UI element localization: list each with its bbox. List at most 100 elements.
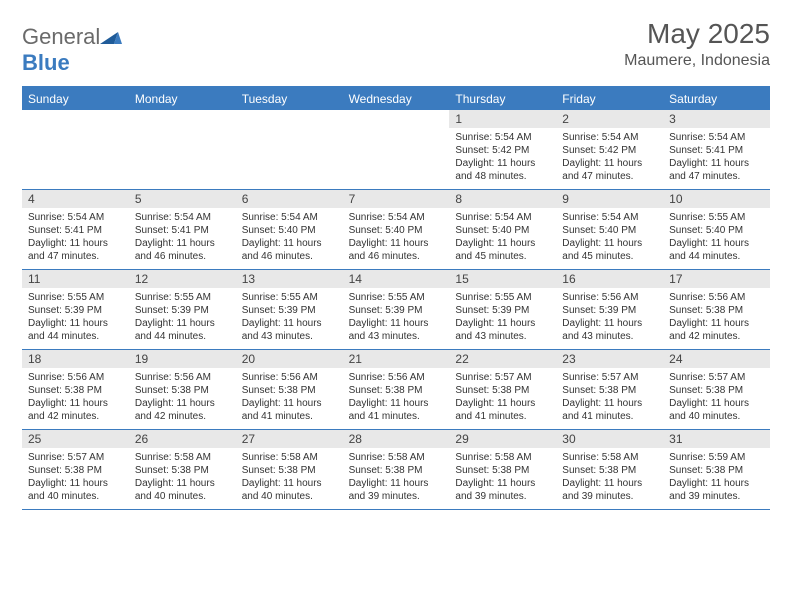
day-data: Sunrise: 5:55 AMSunset: 5:39 PMDaylight:…: [449, 288, 556, 349]
day-data: Sunrise: 5:54 AMSunset: 5:40 PMDaylight:…: [556, 208, 663, 269]
day-data: Sunrise: 5:58 AMSunset: 5:38 PMDaylight:…: [236, 448, 343, 509]
day-cell: 26Sunrise: 5:58 AMSunset: 5:38 PMDayligh…: [129, 430, 236, 509]
day-number: 22: [449, 350, 556, 368]
day-cell: 29Sunrise: 5:58 AMSunset: 5:38 PMDayligh…: [449, 430, 556, 509]
day-number: 25: [22, 430, 129, 448]
day-cell: [236, 110, 343, 189]
day-data: Sunrise: 5:56 AMSunset: 5:38 PMDaylight:…: [129, 368, 236, 429]
day-cell: 4Sunrise: 5:54 AMSunset: 5:41 PMDaylight…: [22, 190, 129, 269]
day-cell: 21Sunrise: 5:56 AMSunset: 5:38 PMDayligh…: [343, 350, 450, 429]
day-data: Sunrise: 5:56 AMSunset: 5:39 PMDaylight:…: [556, 288, 663, 349]
day-number: 26: [129, 430, 236, 448]
logo-text-2: Blue: [22, 50, 70, 75]
day-header: Sunday: [22, 88, 129, 110]
day-cell: 6Sunrise: 5:54 AMSunset: 5:40 PMDaylight…: [236, 190, 343, 269]
calendar: Sunday Monday Tuesday Wednesday Thursday…: [22, 86, 770, 510]
day-number: 20: [236, 350, 343, 368]
day-data: [22, 127, 129, 185]
day-number: 1: [449, 110, 556, 128]
day-cell: 5Sunrise: 5:54 AMSunset: 5:41 PMDaylight…: [129, 190, 236, 269]
day-cell: 22Sunrise: 5:57 AMSunset: 5:38 PMDayligh…: [449, 350, 556, 429]
day-data: Sunrise: 5:55 AMSunset: 5:40 PMDaylight:…: [663, 208, 770, 269]
day-number: 11: [22, 270, 129, 288]
day-number: 10: [663, 190, 770, 208]
day-data: Sunrise: 5:58 AMSunset: 5:38 PMDaylight:…: [129, 448, 236, 509]
day-data: Sunrise: 5:55 AMSunset: 5:39 PMDaylight:…: [236, 288, 343, 349]
day-data: Sunrise: 5:59 AMSunset: 5:38 PMDaylight:…: [663, 448, 770, 509]
day-cell: 19Sunrise: 5:56 AMSunset: 5:38 PMDayligh…: [129, 350, 236, 429]
day-cell: 11Sunrise: 5:55 AMSunset: 5:39 PMDayligh…: [22, 270, 129, 349]
day-number: 23: [556, 350, 663, 368]
day-cell: 13Sunrise: 5:55 AMSunset: 5:39 PMDayligh…: [236, 270, 343, 349]
day-data: [236, 127, 343, 185]
day-data: [343, 127, 450, 185]
month-title: May 2025: [624, 18, 770, 50]
day-cell: 20Sunrise: 5:56 AMSunset: 5:38 PMDayligh…: [236, 350, 343, 429]
day-cell: 14Sunrise: 5:55 AMSunset: 5:39 PMDayligh…: [343, 270, 450, 349]
day-cell: 15Sunrise: 5:55 AMSunset: 5:39 PMDayligh…: [449, 270, 556, 349]
week-row: 25Sunrise: 5:57 AMSunset: 5:38 PMDayligh…: [22, 430, 770, 510]
day-data: Sunrise: 5:56 AMSunset: 5:38 PMDaylight:…: [343, 368, 450, 429]
day-data: Sunrise: 5:54 AMSunset: 5:42 PMDaylight:…: [449, 128, 556, 189]
logo-text: General Blue: [22, 24, 122, 76]
day-data: Sunrise: 5:56 AMSunset: 5:38 PMDaylight:…: [236, 368, 343, 429]
day-cell: 10Sunrise: 5:55 AMSunset: 5:40 PMDayligh…: [663, 190, 770, 269]
day-data: Sunrise: 5:56 AMSunset: 5:38 PMDaylight:…: [663, 288, 770, 349]
day-number: 14: [343, 270, 450, 288]
logo-text-1: General: [22, 24, 100, 49]
day-header: Friday: [556, 88, 663, 110]
day-data: Sunrise: 5:54 AMSunset: 5:40 PMDaylight:…: [343, 208, 450, 269]
day-header: Wednesday: [343, 88, 450, 110]
week-row: 11Sunrise: 5:55 AMSunset: 5:39 PMDayligh…: [22, 270, 770, 350]
day-number: 28: [343, 430, 450, 448]
day-data: Sunrise: 5:57 AMSunset: 5:38 PMDaylight:…: [449, 368, 556, 429]
day-data: Sunrise: 5:55 AMSunset: 5:39 PMDaylight:…: [343, 288, 450, 349]
day-number: 27: [236, 430, 343, 448]
day-number: 4: [22, 190, 129, 208]
day-cell: [343, 110, 450, 189]
day-number: 3: [663, 110, 770, 128]
day-cell: 23Sunrise: 5:57 AMSunset: 5:38 PMDayligh…: [556, 350, 663, 429]
day-number: 6: [236, 190, 343, 208]
day-cell: 17Sunrise: 5:56 AMSunset: 5:38 PMDayligh…: [663, 270, 770, 349]
day-data: Sunrise: 5:54 AMSunset: 5:42 PMDaylight:…: [556, 128, 663, 189]
weeks-container: 1Sunrise: 5:54 AMSunset: 5:42 PMDaylight…: [22, 110, 770, 510]
logo: General Blue: [22, 24, 122, 76]
day-number: 7: [343, 190, 450, 208]
day-cell: 25Sunrise: 5:57 AMSunset: 5:38 PMDayligh…: [22, 430, 129, 509]
day-cell: 3Sunrise: 5:54 AMSunset: 5:41 PMDaylight…: [663, 110, 770, 189]
day-cell: [22, 110, 129, 189]
day-data: Sunrise: 5:57 AMSunset: 5:38 PMDaylight:…: [663, 368, 770, 429]
header: General Blue May 2025 Maumere, Indonesia: [22, 18, 770, 76]
day-cell: [129, 110, 236, 189]
week-row: 4Sunrise: 5:54 AMSunset: 5:41 PMDaylight…: [22, 190, 770, 270]
day-data: Sunrise: 5:55 AMSunset: 5:39 PMDaylight:…: [22, 288, 129, 349]
day-number: 17: [663, 270, 770, 288]
day-data: Sunrise: 5:54 AMSunset: 5:41 PMDaylight:…: [663, 128, 770, 189]
day-data: Sunrise: 5:56 AMSunset: 5:38 PMDaylight:…: [22, 368, 129, 429]
day-data: Sunrise: 5:54 AMSunset: 5:41 PMDaylight:…: [22, 208, 129, 269]
day-cell: 1Sunrise: 5:54 AMSunset: 5:42 PMDaylight…: [449, 110, 556, 189]
day-data: Sunrise: 5:54 AMSunset: 5:40 PMDaylight:…: [449, 208, 556, 269]
day-number: 13: [236, 270, 343, 288]
day-cell: 7Sunrise: 5:54 AMSunset: 5:40 PMDaylight…: [343, 190, 450, 269]
day-data: Sunrise: 5:58 AMSunset: 5:38 PMDaylight:…: [556, 448, 663, 509]
day-number: 29: [449, 430, 556, 448]
day-number: 12: [129, 270, 236, 288]
day-number: 24: [663, 350, 770, 368]
day-cell: 2Sunrise: 5:54 AMSunset: 5:42 PMDaylight…: [556, 110, 663, 189]
day-data: Sunrise: 5:57 AMSunset: 5:38 PMDaylight:…: [22, 448, 129, 509]
day-cell: 24Sunrise: 5:57 AMSunset: 5:38 PMDayligh…: [663, 350, 770, 429]
day-cell: 30Sunrise: 5:58 AMSunset: 5:38 PMDayligh…: [556, 430, 663, 509]
day-number: [129, 110, 236, 127]
day-number: 18: [22, 350, 129, 368]
day-cell: 31Sunrise: 5:59 AMSunset: 5:38 PMDayligh…: [663, 430, 770, 509]
day-number: 9: [556, 190, 663, 208]
day-number: 19: [129, 350, 236, 368]
day-number: 31: [663, 430, 770, 448]
day-header-row: Sunday Monday Tuesday Wednesday Thursday…: [22, 88, 770, 110]
day-number: 5: [129, 190, 236, 208]
day-number: 21: [343, 350, 450, 368]
day-number: 30: [556, 430, 663, 448]
day-cell: 8Sunrise: 5:54 AMSunset: 5:40 PMDaylight…: [449, 190, 556, 269]
